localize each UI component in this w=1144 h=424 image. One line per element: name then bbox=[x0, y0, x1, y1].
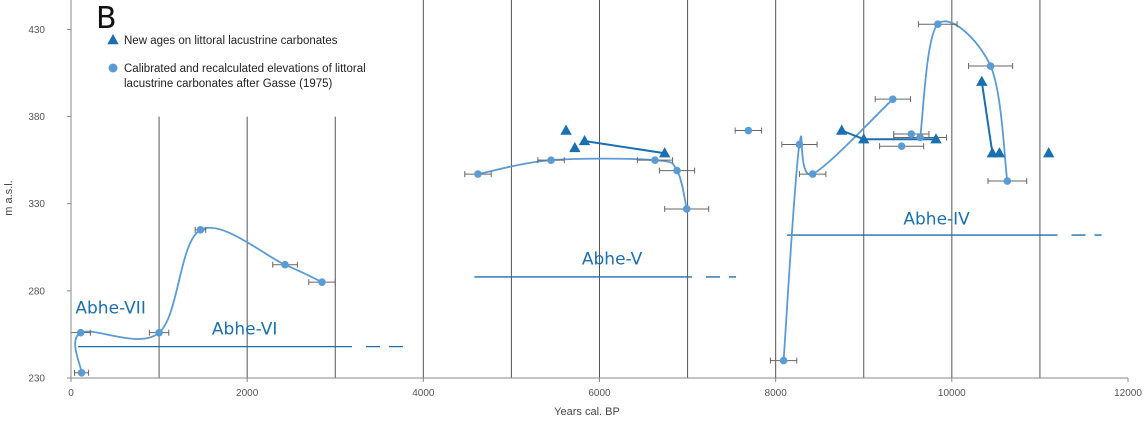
x-tick-label-4000: 4000 bbox=[412, 388, 435, 399]
circle-point bbox=[916, 133, 924, 142]
circle-point bbox=[897, 142, 906, 150]
curve-3 bbox=[919, 20, 1009, 182]
circle-point bbox=[76, 328, 85, 337]
axes: 0 2000 4000 6000 8000 10000 12000 230 280 330 380 4… bbox=[28, 0, 1142, 399]
legend-entry-0-line-0: New ages on littoral lacustrine carbonat… bbox=[124, 35, 338, 47]
circle-point bbox=[77, 368, 86, 377]
data-marks bbox=[76, 20, 1055, 377]
x-tick-label-10000: 10000 bbox=[938, 388, 966, 399]
level-label-abhe-vii: Abhe-VII bbox=[75, 299, 145, 319]
y-tick-label-330: 330 bbox=[28, 199, 45, 210]
circle-point bbox=[682, 205, 691, 213]
circle-point bbox=[196, 226, 205, 234]
triangle-point bbox=[1043, 147, 1055, 158]
triangle-point bbox=[658, 147, 671, 158]
circle-point bbox=[889, 95, 897, 103]
circle-point bbox=[651, 156, 659, 164]
circle-point bbox=[744, 126, 753, 135]
triangle-point bbox=[578, 134, 591, 146]
circle-point bbox=[673, 166, 681, 175]
triangle-point bbox=[976, 75, 988, 86]
grid bbox=[158, 0, 1041, 378]
x-axis-title: Years cal. BP bbox=[554, 406, 620, 418]
legend-entry-1-line-0: Calibrated and recalculated elevations o… bbox=[124, 63, 366, 75]
connector-line-2 bbox=[980, 81, 994, 154]
circle-point bbox=[986, 62, 995, 70]
x-tick-label-12000: 12000 bbox=[1114, 388, 1142, 399]
x-tick-label-8000: 8000 bbox=[765, 388, 788, 399]
level-label-abhe-vi: Abhe-VI bbox=[212, 319, 277, 339]
circle-point bbox=[547, 156, 555, 164]
circle-point bbox=[907, 130, 916, 138]
circle-point bbox=[281, 260, 289, 269]
y-tick-label-280: 280 bbox=[28, 286, 45, 297]
lake-levels: Abhe-VII Abhe-VI Abhe-V Abhe-IV bbox=[75, 210, 1102, 348]
circle-point bbox=[155, 328, 163, 337]
triangle-point bbox=[993, 147, 1006, 158]
x-tick-label-0: 0 bbox=[68, 388, 74, 399]
y-tick-label-380: 380 bbox=[28, 112, 45, 123]
legend-triangle-icon bbox=[107, 34, 119, 45]
triangle-point bbox=[930, 133, 942, 144]
connector-line-0 bbox=[584, 140, 665, 155]
triangle-point bbox=[836, 124, 848, 135]
level-label-abhe-v: Abhe-V bbox=[582, 250, 643, 270]
y-tick-label-430: 430 bbox=[28, 25, 45, 36]
triangle-point bbox=[858, 133, 870, 144]
level-label-abhe-iv: Abhe-IV bbox=[903, 210, 970, 230]
x-tick-label-2000: 2000 bbox=[236, 388, 259, 399]
y-tick-label-230: 230 bbox=[28, 374, 45, 385]
legend: New ages on littoral lacustrine carbonat… bbox=[107, 34, 366, 90]
legend-entry-1-line-1: lacustrine carbonates after Gasse (1975) bbox=[124, 78, 333, 90]
y-axis-title: m a.s.l. bbox=[3, 180, 15, 215]
panel-label: B bbox=[96, 1, 117, 36]
triangle-point bbox=[569, 141, 581, 153]
circle-point bbox=[474, 170, 482, 178]
circle-point bbox=[933, 20, 942, 29]
circle-point bbox=[795, 140, 804, 149]
curve-2 bbox=[782, 98, 894, 361]
circle-point bbox=[779, 356, 788, 365]
curve-1 bbox=[477, 157, 688, 210]
legend-circle-icon bbox=[108, 63, 118, 73]
circle-point bbox=[808, 170, 817, 178]
circle-point bbox=[318, 278, 326, 286]
circle-point bbox=[1003, 177, 1012, 185]
triangle-point bbox=[560, 124, 572, 135]
x-tick-label-6000: 6000 bbox=[588, 388, 611, 399]
